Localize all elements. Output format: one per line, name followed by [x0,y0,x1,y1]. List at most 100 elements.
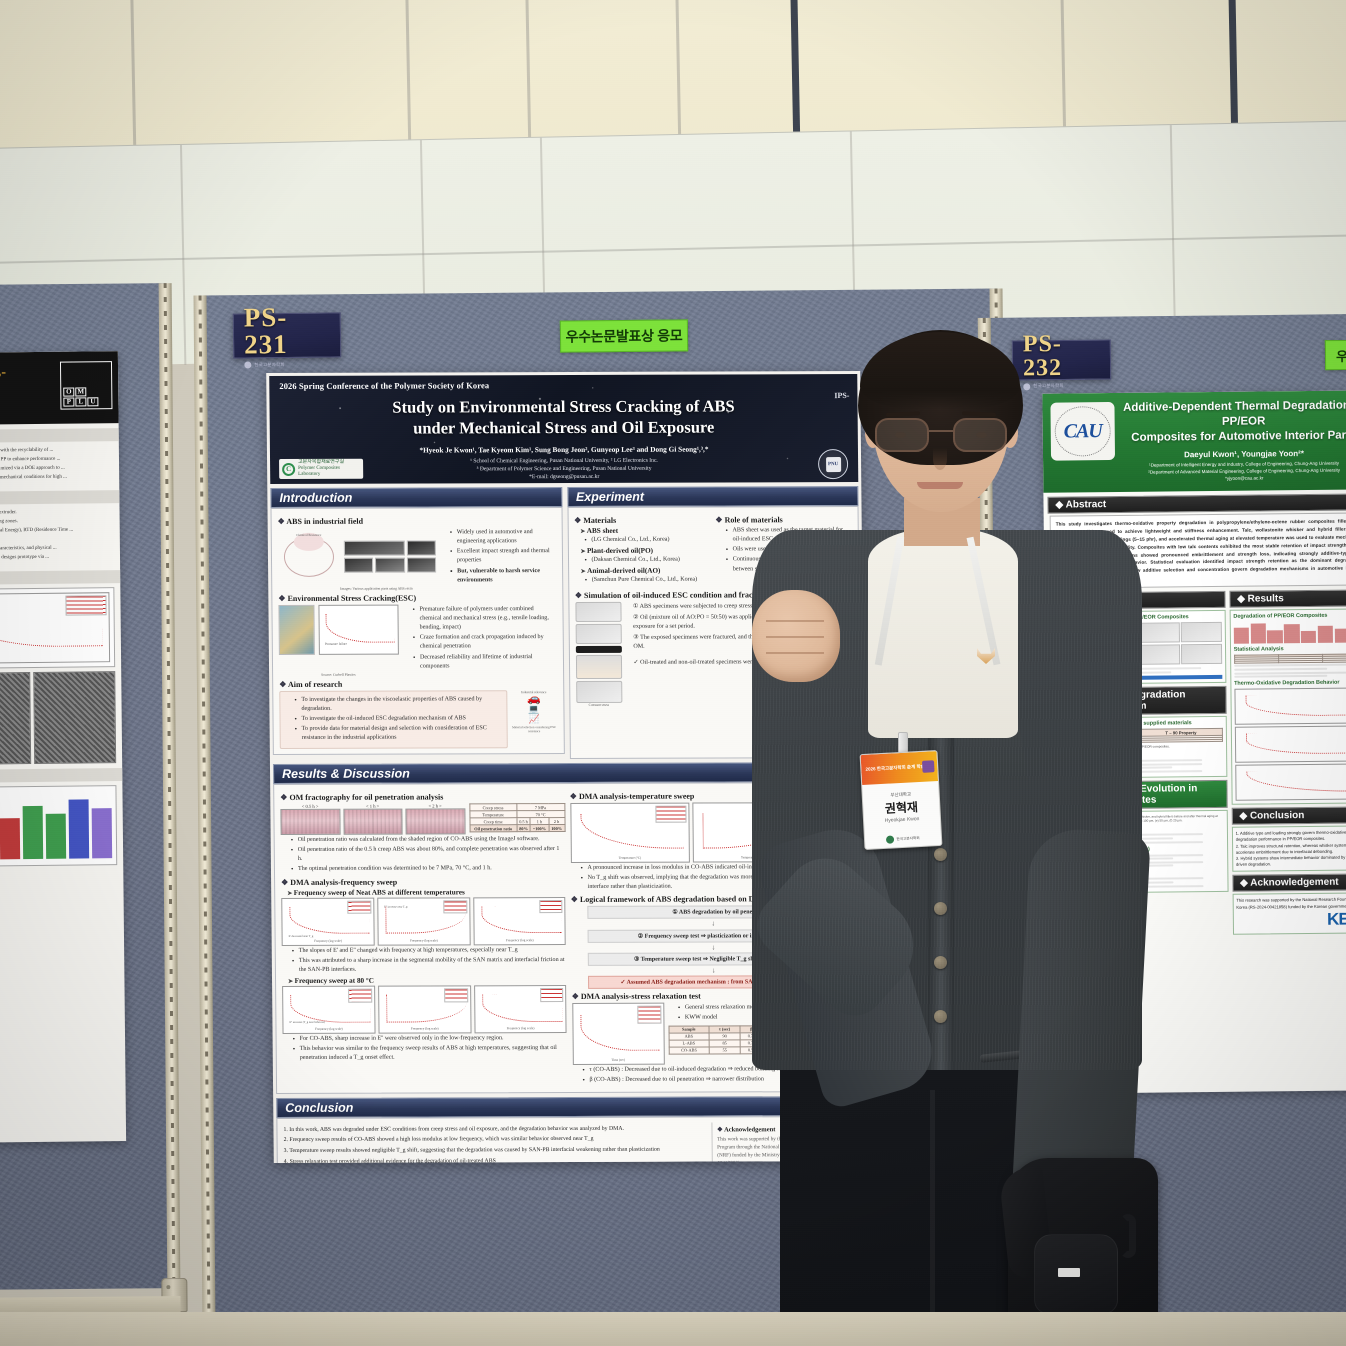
om-micrographs [280,808,466,835]
freq-plot-storage-2: E'' increase (T_g near behavior) Frequen… [282,985,376,1034]
dma-sub2-bullet-0: For CO-ABS, sharp increase in E'' were o… [293,1034,568,1044]
poster-left-abstract: ...erty of vulcanized rubber with the re… [0,447,67,481]
stress-relaxation-plot: Time (sec) [571,1002,665,1066]
temp-plot-storage: Temperature (°C) [569,802,690,863]
dma-freq-title: DMA analysis-frequency sweep [281,877,566,887]
section-header-introduction: Introduction [270,487,563,509]
aim-bullet-1: To investigate the oil-induced ESC degra… [294,714,502,724]
dma-sub1-bullet-0: The slopes of E' and E'' changed with fr… [292,946,567,956]
conclusion-item-2: 3. Temperature sweep results showed negl… [283,1146,660,1154]
rp-ack-body: This research was supported by the Natio… [1236,896,1346,910]
lab-logo: C 고분자복합재료연구실 Polymer Composites Laborato… [279,458,364,480]
abs-parts-photos [343,540,437,574]
conclusion-item-0: 1. In this work, ABS was degraded under … [283,1125,625,1133]
society-logo-icon [244,361,252,369]
esc-stress-time-plot: Premature failure [318,604,399,655]
impact-strength-bar-chart [1233,620,1346,644]
lens-left [875,418,929,452]
conference-name-badge: 2026 한국고분자학회 춘계 학술대회 부산대학교 권혁재 Hyeokjae … [859,750,943,850]
intro-block-title-0: ABS in industrial field [278,516,556,526]
badge-chip-icon [921,760,935,773]
badge-name-korean: 권혁재 [884,799,919,816]
freq-plot-storage-1: E' decreased near T_g Frequency (log sca… [281,897,375,946]
dma-sub1-bullet-1: This was attributed to a sharp increase … [292,956,567,975]
keit-sponsor-logo: KEIT [1327,909,1346,929]
award-entry-label-center: 우수논문발표상 응모 [559,319,689,353]
aim-bullet-0: To investigate the changes in the viscoe… [294,695,502,714]
lab-name-en: Polymer Composites Laboratory [298,465,340,477]
society-name-231: 한국고분자학회 [254,361,285,367]
om-condition-table: Creep stress 7 MPa Temperature 70 °C Creep… [469,803,565,834]
poster-number-plate-231: PS-231 한국고분자학회 [232,302,342,369]
om-bullet-1: Oil penetration ratio of the 0.5 h creep… [291,845,566,864]
conclusion-item-1: 2. Frequency sweep results of CO-ABS sho… [283,1136,594,1144]
eye-right [976,432,987,438]
badge-name-english: Hyeokjae Kwon [884,815,920,824]
aim-bullet-2: To provide data for material design and … [295,724,503,743]
hair-fringe [860,332,1020,410]
freq-plot-tan-2: Frequency (log scale) [473,984,568,1034]
backpack-brand-tag [1058,1268,1080,1277]
eyeglasses [873,418,1009,452]
right-acknowledgement-panel: This research was supported by the Natio… [1232,892,1346,935]
glasses-bridge [929,430,953,432]
mouth [917,482,963,489]
poster-left-band-4 [0,768,123,783]
specimen-diagram-column: Constant stress [574,602,622,708]
intro-bullet-0-0: Widely used in automotive and engineerin… [450,528,556,547]
icon-caption-2: Material selection considering ESC resis… [512,724,557,733]
intro-bullet-0-1: Excellent impact strength and thermal pr… [450,547,556,566]
abs-property-wheel-diagram: Chemical Resistance [278,531,340,583]
dma-sub2: Frequency sweep at 80 °C [288,976,567,985]
award-entry-label-right: 우 [1324,339,1346,371]
intro-image-caption: Images: Various application parts using … [340,586,413,591]
badge-society-logo-icon [886,835,895,844]
poster-left-sem-images [0,671,117,765]
specimen-diagram-caption: Constant stress [588,703,610,708]
right-section-header-conclusion: Conclusion [1231,806,1346,826]
right-section-header-results: Results [1229,589,1346,608]
om-title: OM fractography for oil penetration anal… [280,792,565,802]
person-presenter: 2026 한국고분자학회 춘계 학술대회 부산대학교 권혁재 Hyeokjae … [690,300,1160,1346]
poster-left-intro: ...flow behavior inside the extruder. ..… [0,510,74,561]
esc-plot-source: Source: Curbell Plastics [321,672,356,677]
database-icon: 📈 [528,713,540,724]
floor-strip [0,1312,1346,1346]
freq-plot-tan-1: Frequency (log scale) [472,896,567,945]
dma-sub1: Frequency sweep of Neat ABS at different… [287,888,566,897]
poster-number-231: PS-231 [243,301,288,360]
esc-failure-photo [278,604,315,655]
raised-fist [752,590,840,682]
inner-shirt [868,528,1018,738]
intro-bullet-1-1: Craze formation and crack propagation in… [413,633,557,652]
intro-block-title-1: Environmental Stress Cracking(ESC) [278,593,556,603]
eye-left [895,432,906,438]
freq-plot-loss-1: E'' increase near T_g Frequency (log sca… [377,896,471,946]
intro-bullet-0-2: But, vulnerable to harsh service environ… [450,567,556,586]
poster-left-band-3 [0,570,121,585]
poster-left-bar-chart [0,785,118,867]
rp-conclusion-2: Hybrid systems show intermediate behavio… [1235,854,1346,867]
poster-left-dma-chart [0,587,116,669]
intro-block-title-2: Aim of research [279,679,557,689]
right-conclusion-panel: 1. Additive type and loading strongly go… [1231,825,1346,872]
om-bullet-0: Oil penetration ratio was calculated fro… [291,835,566,845]
intro-bullet-1-2: Decreased reliability and lifetime of in… [413,653,557,672]
backpack-handle [1120,1214,1136,1258]
section-body-introduction: ABS in industrial field Chemical Resista… [270,507,565,755]
rp-conclusion-0: Additive type and loading strongly gover… [1235,829,1346,843]
lens-right [953,418,1007,452]
om-bullet-2: The optimal penetration condition was de… [291,864,566,874]
right-results-panel: Degradation of PP/EOR Composites Statist… [1229,608,1346,806]
dma-sub2-bullet-1: This behavior was similar to the frequen… [293,1044,568,1063]
poster-left-partial[interactable]: ...ia DOE- ...ent O M P L U ...erty of v… [0,351,127,1143]
right-section-header-acknowledgement: Acknowledgement [1232,873,1346,892]
freq-plot-loss-2: Frequency (log scale) [377,985,472,1034]
badge-affiliation: 부산대학교 [890,790,912,798]
omplu-lab-logo: O M P L U [59,361,113,410]
rp-conclusion-1: Talc improves structural retention, wher… [1235,842,1346,855]
intro-bullet-1-0: Premature failure of polymers under comb… [412,605,556,633]
lab-logo-icon: C [282,462,296,476]
poster-left-title: ...ia DOE- ...ent O M P L U [0,351,119,425]
